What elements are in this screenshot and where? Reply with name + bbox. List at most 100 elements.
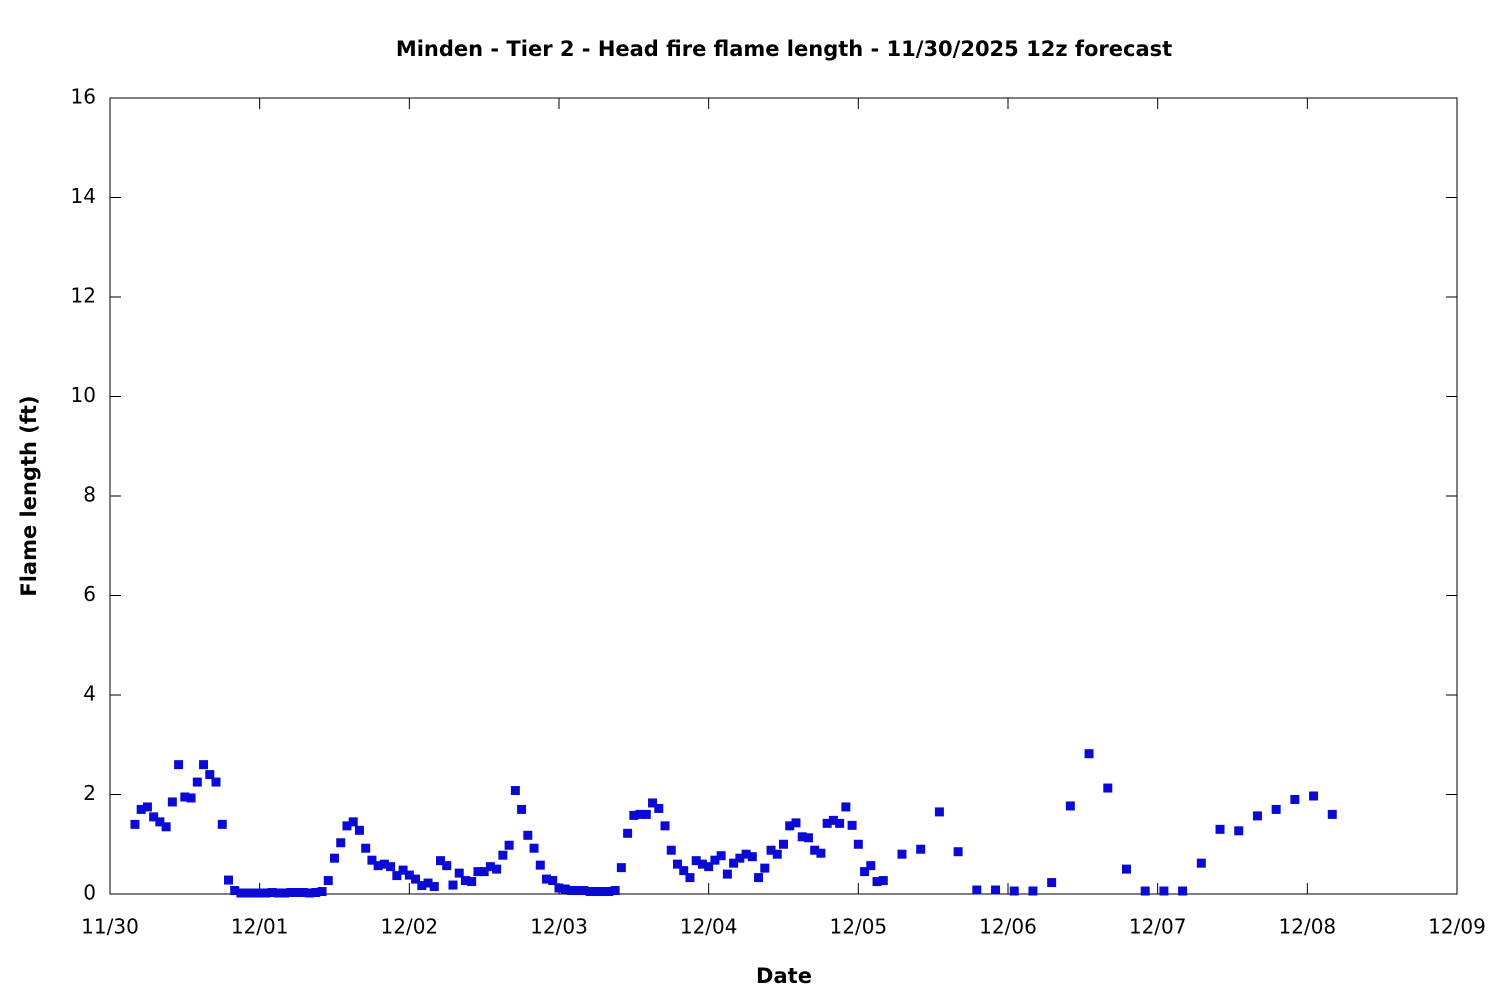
- point: [223, 875, 233, 885]
- y-tick-label: 2: [83, 781, 96, 805]
- point: [704, 862, 714, 872]
- point: [729, 858, 739, 868]
- point: [803, 833, 813, 843]
- point: [517, 804, 527, 814]
- point: [791, 818, 801, 828]
- point: [317, 887, 327, 897]
- point: [697, 859, 707, 869]
- point: [261, 888, 271, 898]
- point: [1140, 886, 1150, 896]
- x-tick-label: 12/04: [680, 915, 738, 939]
- point: [853, 839, 863, 849]
- point: [379, 859, 389, 869]
- point: [585, 887, 595, 897]
- point: [797, 832, 807, 842]
- point: [367, 855, 377, 865]
- point: [710, 855, 720, 865]
- point: [747, 852, 757, 862]
- point: [623, 828, 633, 838]
- point: [392, 871, 402, 881]
- point: [460, 876, 470, 886]
- point: [192, 777, 202, 787]
- point: [672, 859, 682, 869]
- point: [236, 888, 246, 898]
- x-tick-label: 12/08: [1279, 915, 1337, 939]
- point: [1327, 809, 1337, 819]
- point: [286, 888, 296, 898]
- point: [417, 881, 427, 891]
- point: [186, 793, 196, 803]
- point: [529, 843, 539, 853]
- point: [1234, 826, 1244, 836]
- point: [280, 888, 290, 898]
- point: [691, 856, 701, 866]
- point: [841, 802, 851, 812]
- point: [273, 888, 283, 898]
- point: [1084, 749, 1094, 759]
- point: [361, 843, 371, 853]
- point: [330, 853, 339, 863]
- point: [1178, 886, 1188, 896]
- point: [448, 880, 458, 890]
- point: [142, 802, 152, 812]
- point: [211, 777, 221, 787]
- point: [934, 807, 944, 817]
- point: [180, 792, 190, 802]
- point: [155, 817, 165, 827]
- x-tick-label: 12/01: [231, 915, 289, 939]
- point: [766, 845, 776, 855]
- point: [174, 760, 184, 770]
- point: [566, 886, 576, 896]
- point: [305, 888, 315, 898]
- plot-frame: [109, 97, 1458, 895]
- point: [323, 876, 333, 886]
- point: [492, 864, 502, 874]
- point: [248, 888, 258, 898]
- y-axis-label: Flame length (ft): [17, 395, 41, 596]
- point: [1065, 801, 1075, 811]
- point: [523, 830, 533, 840]
- point: [648, 798, 658, 808]
- point: [1252, 811, 1262, 821]
- point: [411, 874, 421, 884]
- x-tick-label: 12/09: [1428, 915, 1486, 939]
- x-tick-label: 12/06: [979, 915, 1037, 939]
- point: [772, 849, 782, 859]
- point: [828, 815, 838, 825]
- point: [591, 887, 601, 897]
- point: [641, 809, 651, 819]
- point: [423, 878, 433, 888]
- point: [579, 886, 589, 896]
- point: [878, 876, 888, 886]
- point: [616, 863, 626, 873]
- y-tick-label: 12: [71, 284, 96, 308]
- point: [598, 887, 608, 897]
- point: [573, 886, 583, 896]
- point: [1290, 794, 1300, 804]
- point: [666, 845, 676, 855]
- point: [972, 885, 982, 895]
- point: [635, 809, 645, 819]
- x-tick-label: 12/03: [530, 915, 588, 939]
- point: [847, 820, 857, 830]
- point: [130, 819, 140, 829]
- y-tick-label: 16: [71, 85, 96, 109]
- point: [485, 862, 495, 872]
- point: [816, 848, 826, 858]
- point: [267, 888, 277, 898]
- point: [386, 862, 396, 872]
- point: [1271, 804, 1281, 814]
- point: [660, 821, 670, 831]
- point: [442, 861, 452, 871]
- point: [654, 803, 664, 813]
- point: [872, 877, 882, 887]
- point: [542, 874, 552, 884]
- point: [1028, 886, 1038, 896]
- point: [149, 812, 159, 822]
- point: [504, 840, 514, 850]
- point: [1309, 791, 1319, 801]
- point: [716, 851, 726, 861]
- point: [1159, 886, 1169, 896]
- point: [373, 861, 383, 871]
- point: [735, 853, 745, 863]
